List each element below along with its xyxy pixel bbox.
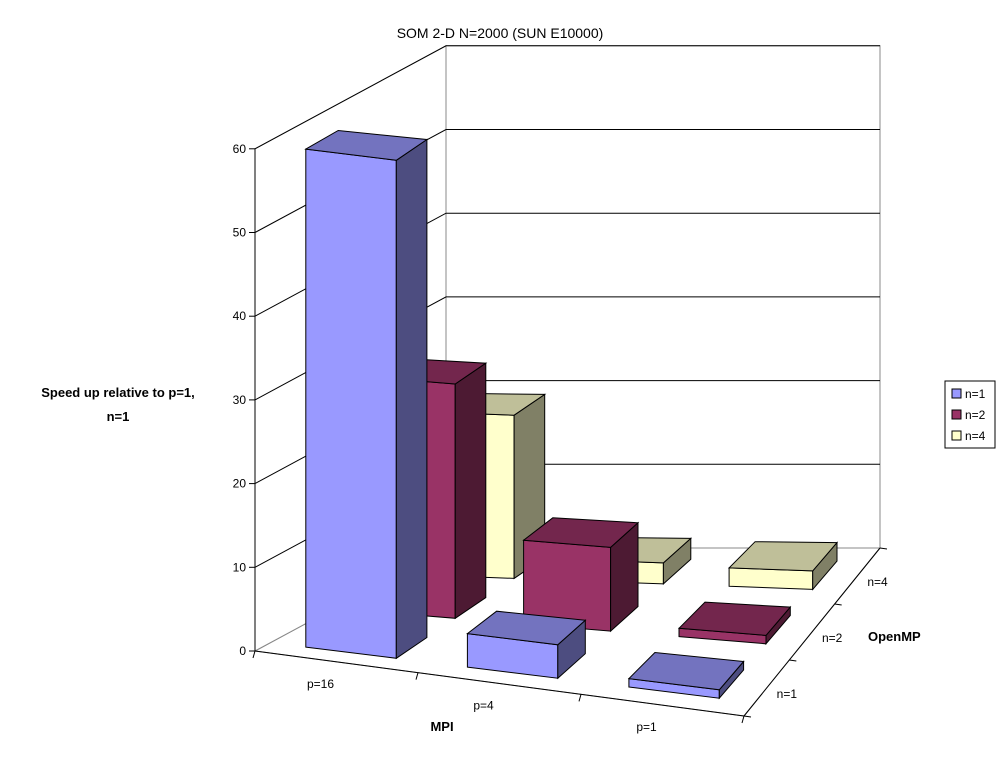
bar-n=1-p=16 xyxy=(304,129,429,660)
bar-top-face xyxy=(304,129,429,161)
legend-swatch-n2 xyxy=(951,409,962,420)
legend-swatch-n1 xyxy=(951,388,962,399)
y-axis-line xyxy=(743,547,881,717)
y-tick-mark xyxy=(879,547,888,550)
z-tick-label: 60 xyxy=(233,142,247,156)
y-tick-mark xyxy=(743,715,752,718)
bar-n=1-p=1 xyxy=(627,651,745,700)
legend-label-n1: n=1 xyxy=(965,387,986,401)
x-tick-mark xyxy=(741,715,745,724)
x-tick-label: p=16 xyxy=(307,677,334,691)
x-tick-label: p=1 xyxy=(636,720,657,734)
y-tick-label: n=1 xyxy=(777,687,798,701)
legend-swatch-n4 xyxy=(951,430,962,441)
bars-group xyxy=(304,129,839,700)
x-tick-mark xyxy=(415,672,419,680)
bar-top-face xyxy=(522,517,640,548)
x-tick-mark xyxy=(578,694,582,702)
gridline-60 xyxy=(254,45,880,150)
z-tick-label: 20 xyxy=(233,477,247,491)
legend-label-n2: n=2 xyxy=(965,408,986,422)
bar-top-face xyxy=(727,541,839,572)
y-axis-title: OpenMP xyxy=(868,629,921,644)
z-axis-title-line1: Speed up relative to p=1, xyxy=(41,385,195,400)
z-tick-label: 50 xyxy=(233,226,247,240)
x-axis-title: MPI xyxy=(430,719,453,734)
z-tick-label: 30 xyxy=(233,393,247,407)
legend-label-n4: n=4 xyxy=(965,429,986,443)
bar-top-face xyxy=(466,610,587,646)
bar-front-face xyxy=(305,148,397,659)
y-tick-mark xyxy=(834,603,842,606)
x-tick-mark xyxy=(252,650,256,659)
chart-title: SOM 2-D N=2000 (SUN E10000) xyxy=(397,25,604,41)
z-axis-title-line2: n=1 xyxy=(107,409,130,424)
z-tick-label: 10 xyxy=(233,560,247,574)
bar-n=1-p=4 xyxy=(466,610,587,680)
bar-top-face xyxy=(627,651,745,691)
x-axis-line xyxy=(254,650,745,717)
y-tick-mark xyxy=(789,659,797,662)
bar-side-face xyxy=(395,138,428,660)
bar-top-face xyxy=(677,601,792,636)
y-tick-label: n=4 xyxy=(867,575,888,589)
x-tick-label: p=4 xyxy=(473,699,494,713)
legend: n=1 n=2 n=4 xyxy=(944,380,996,449)
y-tick-label: n=2 xyxy=(822,631,843,645)
z-tick-label: 40 xyxy=(233,309,247,323)
bar-n=4-p=1 xyxy=(727,541,839,591)
bar-front-face xyxy=(728,567,814,590)
bar-side-face xyxy=(454,362,487,620)
tick-labels: 0 10 20 30 40 50 60 p=16 p=4 p=1 n=1 n=2 n=4 xyxy=(233,142,888,734)
bar-n=2-p=1 xyxy=(677,601,792,646)
z-tick-label: 0 xyxy=(239,644,246,658)
bar-n=2-p=4 xyxy=(522,517,640,633)
